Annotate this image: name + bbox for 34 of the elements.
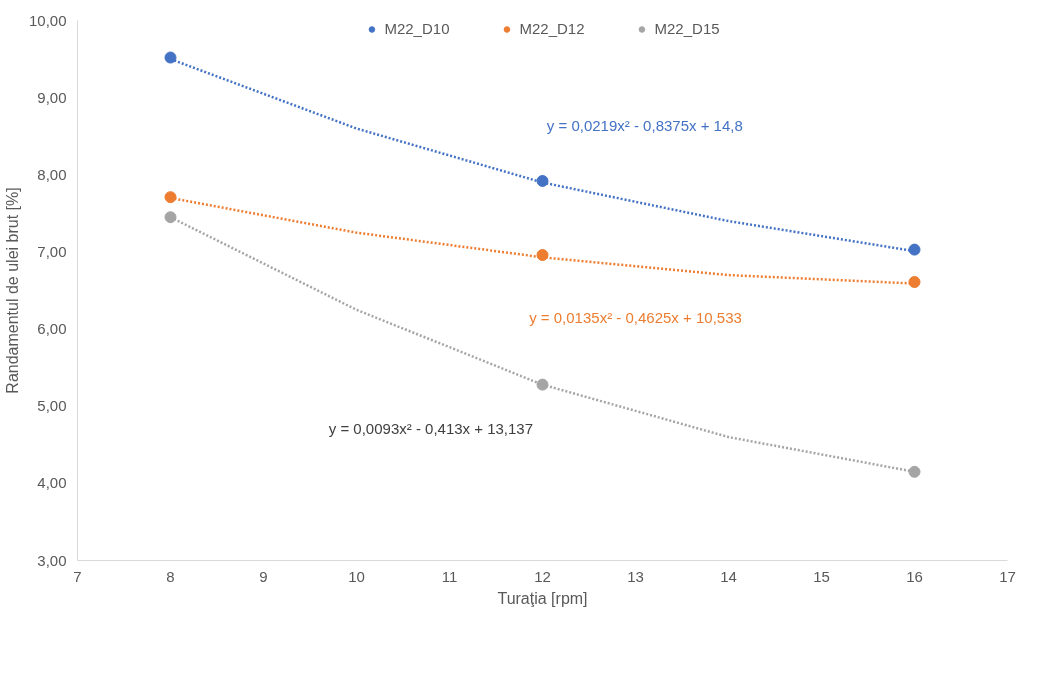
annotation: y = 0,0093x² - 0,413x + 13,137	[328, 419, 534, 437]
point	[908, 276, 921, 288]
point	[164, 191, 177, 204]
point	[164, 211, 177, 224]
y-tick-label: 5,00	[37, 397, 67, 415]
annotation: y = 0,0135x² - 0,4625x + 10,533	[529, 309, 742, 326]
y-tick-label: 8,00	[37, 165, 67, 183]
x-tick-label: 9	[259, 567, 268, 585]
x-tick-label: 13	[627, 567, 644, 585]
legend-label: M22_D10	[384, 20, 450, 37]
y-axis-title: Randamentul de ulei brut [%]	[3, 187, 21, 394]
x-tick-label: 15	[813, 567, 830, 585]
y-tick-label: 10,00	[28, 11, 67, 29]
point	[908, 465, 921, 478]
y-tick-label: 9,00	[37, 88, 67, 106]
x-tick-label: 7	[73, 567, 82, 585]
legend-label: M22_D15	[654, 20, 720, 37]
point	[908, 243, 921, 256]
y-tick-label: 3,00	[37, 551, 67, 569]
point	[164, 51, 177, 64]
y-tick-label: 6,00	[37, 320, 67, 338]
x-tick-label: 11	[441, 567, 458, 585]
y-tick-label: 7,00	[37, 242, 67, 260]
x-tick-label: 12	[534, 567, 551, 585]
legend-label: M22_D12	[519, 20, 585, 37]
x-tick-label: 14	[720, 567, 737, 585]
x-tick-label: 17	[999, 567, 1016, 585]
x-tick-label: 10	[348, 567, 365, 585]
annotation: y = 0,0219x² - 0,8375x + 14,8	[546, 117, 743, 135]
y-tick-label: 4,00	[37, 474, 67, 492]
point	[536, 249, 549, 261]
x-axis-title: Turaţia [rpm]	[497, 589, 588, 607]
x-tick-label: 16	[906, 567, 923, 585]
x-tick-label: 8	[166, 567, 175, 585]
